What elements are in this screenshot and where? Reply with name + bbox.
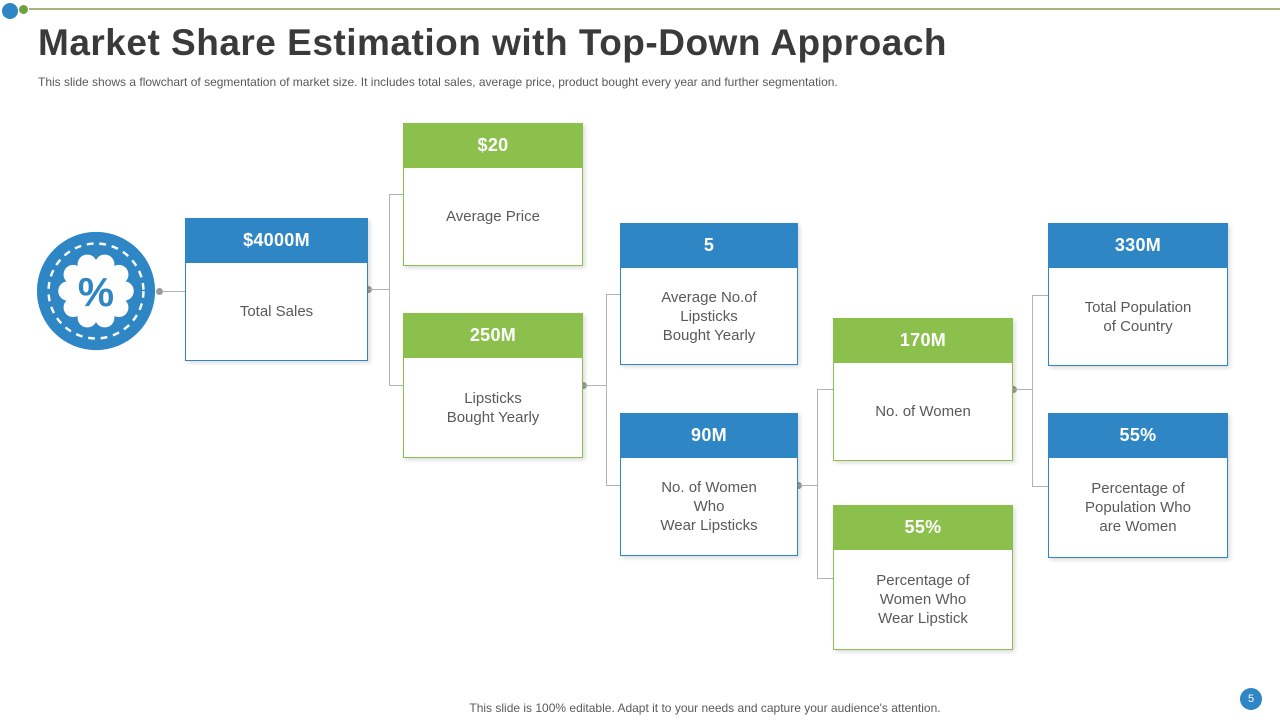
- node-label: Total Population of Country: [1084, 298, 1192, 335]
- node-value: 330M: [1048, 223, 1228, 268]
- connector-line: [606, 485, 620, 486]
- node-value: 55%: [833, 505, 1013, 550]
- page-number-badge: 5: [1240, 688, 1262, 710]
- connector-line: [583, 385, 606, 386]
- connector-line: [389, 194, 390, 386]
- percent-badge: %: [34, 229, 158, 353]
- node-value: 250M: [403, 313, 583, 358]
- connector-line: [1032, 486, 1048, 487]
- node-no-of-women: 170M No. of Women: [833, 318, 1013, 461]
- node-label: No. of Women: [875, 403, 971, 420]
- percent-symbol: %: [78, 269, 114, 315]
- node-value: $20: [403, 123, 583, 168]
- node-avg-lipsticks-yearly: 5 Average No.of Lipsticks Bought Yearly: [620, 223, 798, 365]
- node-label: Average No.of Lipsticks Bought Yearly: [661, 288, 757, 344]
- node-value: $4000M: [185, 218, 368, 263]
- accent-dot-green-icon: [19, 5, 28, 14]
- footer-note: This slide is 100% editable. Adapt it to…: [469, 701, 941, 715]
- node-label: Total Sales: [239, 303, 314, 320]
- node-value: 170M: [833, 318, 1013, 363]
- node-lipsticks-bought-yearly: 250M Lipsticks Bought Yearly: [403, 313, 583, 458]
- connector-dot: [156, 288, 163, 295]
- connector-line: [606, 294, 607, 486]
- node-label: Percentage of Population Who are Women: [1085, 480, 1191, 535]
- node-women-wear-lipsticks: 90M No. of Women Who Wear Lipsticks: [620, 413, 798, 556]
- top-rule-line: [29, 8, 1280, 10]
- connector-line: [1032, 295, 1048, 296]
- node-pct-population-women: 55% Percentage of Population Who are Wom…: [1048, 413, 1228, 558]
- node-total-sales: $4000M Total Sales: [185, 218, 368, 361]
- node-total-population: 330M Total Population of Country: [1048, 223, 1228, 366]
- node-pct-women-wear-lipstick: 55% Percentage of Women Who Wear Lipstic…: [833, 505, 1013, 650]
- connector-line: [817, 389, 818, 579]
- node-label: Lipsticks Bought Yearly: [446, 389, 540, 426]
- accent-dot-blue-icon: [2, 3, 18, 19]
- connector-line: [1032, 295, 1033, 487]
- connector-line: [817, 578, 833, 579]
- node-value: 90M: [620, 413, 798, 458]
- connector-line: [389, 385, 403, 386]
- connector-line: [389, 194, 403, 195]
- page-title: Market Share Estimation with Top-Down Ap…: [38, 22, 948, 63]
- node-label: Average Price: [446, 208, 540, 225]
- connector-line: [798, 485, 817, 486]
- node-label: Percentage of Women Who Wear Lipstick: [876, 572, 970, 627]
- page-subtitle: This slide shows a flowchart of segmenta…: [38, 75, 838, 89]
- percent-badge-icon: %: [36, 231, 156, 351]
- connector-line: [368, 289, 389, 290]
- connector-line: [1013, 389, 1032, 390]
- node-value: 5: [620, 223, 798, 268]
- node-label: No. of Women Who Wear Lipsticks: [660, 479, 758, 534]
- connector-line: [606, 294, 620, 295]
- node-average-price: $20 Average Price: [403, 123, 583, 266]
- connector-line: [162, 291, 185, 292]
- connector-line: [817, 389, 833, 390]
- node-value: 55%: [1048, 413, 1228, 458]
